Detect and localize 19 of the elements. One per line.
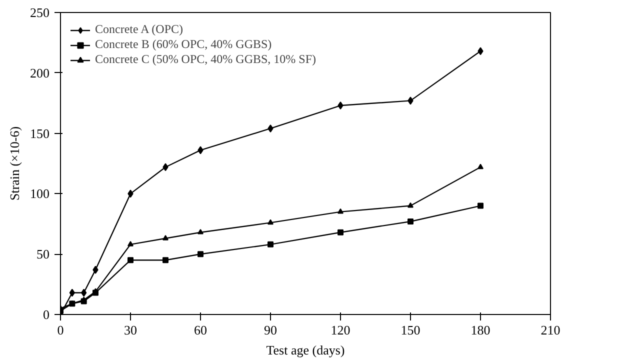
x-tick-label: 60 xyxy=(194,322,207,338)
y-tick-label: 100 xyxy=(30,186,50,202)
x-tick-label: 210 xyxy=(540,322,560,338)
y-tick-label: 150 xyxy=(30,126,50,141)
y-tick-label: 50 xyxy=(36,246,50,262)
x-axis-title: Test age (days) xyxy=(266,342,345,358)
x-tick-label: 150 xyxy=(400,322,420,338)
y-axis-title: Strain (×10-6) xyxy=(7,126,22,201)
x-tick-label: 0 xyxy=(57,322,64,338)
x-tick-label: 180 xyxy=(470,322,490,338)
x-tick-label: 90 xyxy=(264,322,277,338)
legend-label: Concrete B (60% OPC, 40% GGBS) xyxy=(95,37,272,52)
x-tick-label: 120 xyxy=(330,322,350,338)
y-tick-label: 0 xyxy=(43,307,50,322)
legend-label: Concrete A (OPC) xyxy=(95,22,183,37)
y-tick-label: 250 xyxy=(30,5,50,20)
y-tick-label: 200 xyxy=(30,65,50,80)
legend-label: Concrete C (50% OPC, 40% GGBS, 10% SF) xyxy=(95,52,316,67)
x-tick-label: 30 xyxy=(124,322,137,338)
